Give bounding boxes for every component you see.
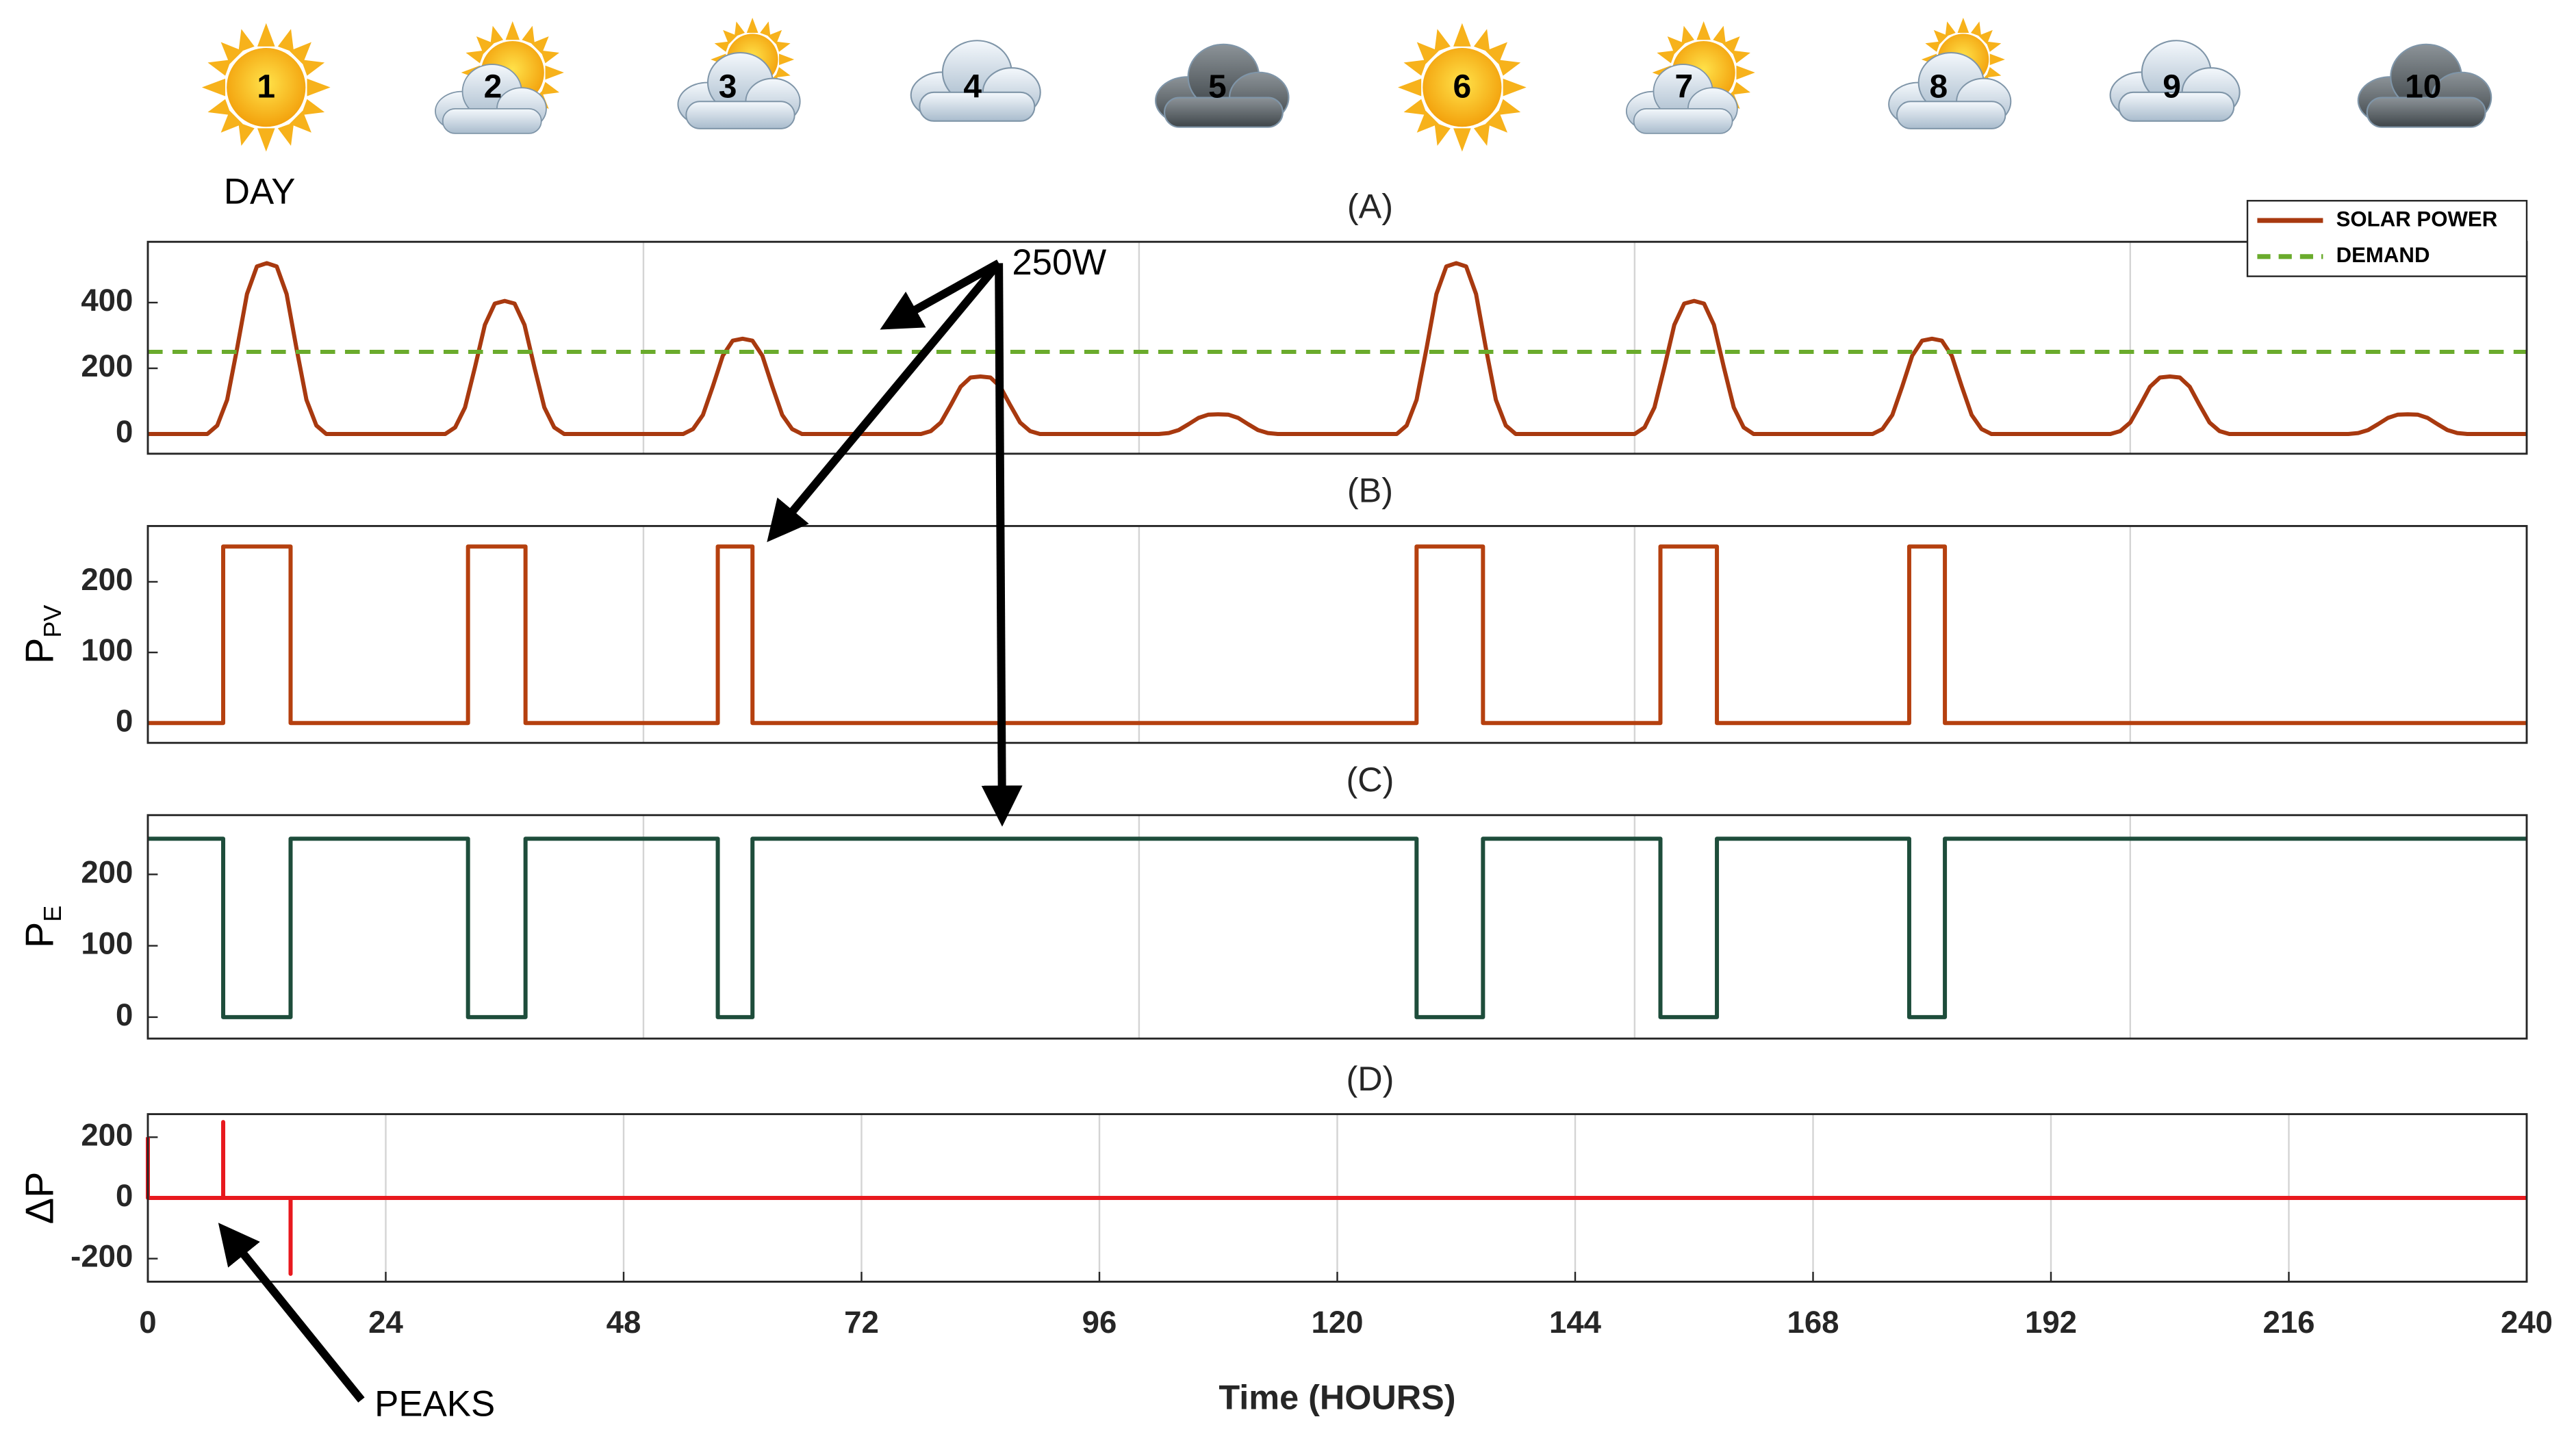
y-tick-label: 0 xyxy=(116,414,133,449)
x-tick-label: 72 xyxy=(844,1305,879,1340)
y-tick-label: 200 xyxy=(81,854,133,889)
y-label-main: ΔP xyxy=(18,1172,62,1225)
plot-frame xyxy=(146,1113,2528,1283)
x-tick-label: 96 xyxy=(1082,1305,1117,1340)
x-tick-label: 120 xyxy=(1311,1305,1363,1340)
x-tick-label: 24 xyxy=(368,1305,403,1340)
day-number: 5 xyxy=(1208,69,1227,105)
day-number: 1 xyxy=(257,69,275,105)
y-tick-label: 200 xyxy=(81,562,133,597)
day-number: 10 xyxy=(2405,69,2441,105)
legend-label: DEMAND xyxy=(2336,243,2430,267)
plot-frame xyxy=(146,814,2528,1040)
x-tick-label: 168 xyxy=(1787,1305,1839,1340)
day-number: 6 xyxy=(1453,69,1472,105)
plot-area xyxy=(147,526,2527,743)
series-line xyxy=(147,837,2527,1019)
y-tick-label: 200 xyxy=(81,348,133,383)
x-tick-label: 0 xyxy=(139,1305,156,1340)
day-number: 7 xyxy=(1675,69,1694,105)
plot-frame xyxy=(146,524,2528,744)
day-number: 2 xyxy=(484,69,502,105)
weather-icons: 1 2 3 4 5 6 7 8 9 10 xyxy=(201,17,2492,152)
x-tick-label: 48 xyxy=(607,1305,641,1340)
x-tick-label: 240 xyxy=(2501,1305,2553,1340)
x-tick-label: 216 xyxy=(2262,1305,2314,1340)
day-label: DAY xyxy=(224,172,296,212)
demand-annotation: 250W xyxy=(1012,242,1106,283)
plot-area xyxy=(147,815,2527,1039)
y-tick-label: 200 xyxy=(81,1117,133,1152)
series-line xyxy=(147,544,2527,726)
series-line xyxy=(147,261,2527,437)
day-number: 8 xyxy=(1930,69,1948,105)
legend-box xyxy=(2246,200,2528,277)
y-tick-label: 100 xyxy=(81,926,133,961)
y-label-main: P xyxy=(18,922,62,948)
y-tick-label: -200 xyxy=(71,1239,133,1274)
panel-title: (D) xyxy=(1347,1059,1394,1098)
y-tick-label: 400 xyxy=(81,283,133,318)
cloud-sun-icon xyxy=(1888,17,2012,130)
day-number: 9 xyxy=(2163,69,2181,105)
series-line xyxy=(145,1120,2527,1276)
y-axis-label: ΔP xyxy=(18,1172,62,1225)
y-label-sub: E xyxy=(38,906,66,922)
annotation-arrows xyxy=(218,259,1023,1403)
plot-area xyxy=(147,242,2527,454)
peaks-annotation: PEAKS xyxy=(374,1384,495,1425)
y-axis-label: PPV xyxy=(18,605,66,664)
day-number: 3 xyxy=(719,69,737,105)
cloud-sun-icon xyxy=(677,17,801,130)
y-tick-label: 0 xyxy=(116,997,133,1032)
x-tick-label: 192 xyxy=(2025,1305,2077,1340)
plot-frame xyxy=(146,240,2528,455)
legend-label: SOLAR POWER xyxy=(2336,207,2498,231)
y-tick-label: 0 xyxy=(116,1178,133,1213)
x-axis-label: Time (HOURS) xyxy=(1219,1377,1455,1416)
panel-title: (C) xyxy=(1347,760,1394,799)
day-number: 4 xyxy=(963,69,982,105)
y-label-sub: PV xyxy=(38,605,66,638)
panel-title: (A) xyxy=(1347,187,1393,226)
y-tick-label: 0 xyxy=(116,703,133,738)
x-tick-label: 144 xyxy=(1549,1305,1602,1340)
y-tick-label: 100 xyxy=(81,633,133,667)
y-axis-label: PE xyxy=(18,906,66,948)
panel-title: (B) xyxy=(1347,471,1393,510)
y-label-main: P xyxy=(18,638,62,664)
